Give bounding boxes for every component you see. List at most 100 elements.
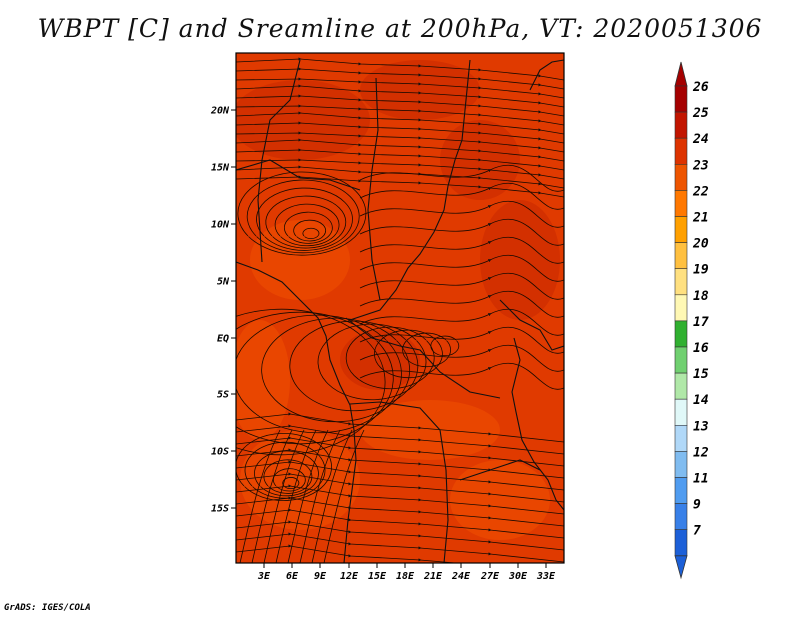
grads-credit: GrADS: IGES/COLA xyxy=(4,603,91,613)
lon-tick-label: 6E xyxy=(286,571,299,582)
colorbar-swatch xyxy=(674,503,688,531)
colorbar-label: 24 xyxy=(692,132,709,147)
streamline xyxy=(284,211,333,244)
streamline xyxy=(265,195,347,249)
country-border xyxy=(529,59,564,91)
lon-tick-label: 18E xyxy=(396,571,415,582)
streamline xyxy=(274,203,340,247)
lon-tick-label: 3E xyxy=(257,571,271,582)
colorbar-label: 18 xyxy=(693,289,709,304)
colorbar-label: 19 xyxy=(693,263,709,278)
colorbar-swatch xyxy=(674,242,688,270)
colorbar-top-arrow xyxy=(674,61,688,87)
streamline xyxy=(299,429,341,563)
lat-tick-label: 10S xyxy=(211,447,229,458)
lon-tick-label: 30E xyxy=(508,571,528,582)
lon-tick-label: 9E xyxy=(314,571,327,582)
longitude-axis: 3E 6E 9E 12E 15E 18E 21E 24E 27E 30E 33E xyxy=(257,563,556,582)
country-border xyxy=(349,401,449,563)
colorbar-swatch xyxy=(674,320,688,348)
streamline xyxy=(256,187,353,251)
colorbar-swatch xyxy=(674,529,688,557)
country-border xyxy=(349,59,471,321)
colorbar-label: 16 xyxy=(693,341,709,356)
lon-tick-label: 15E xyxy=(368,571,387,582)
colorbar-swatch xyxy=(674,372,688,400)
colorbar-label: 25 xyxy=(692,106,709,121)
wbpt-patch xyxy=(236,320,290,440)
colorbar-swatch xyxy=(674,111,688,139)
lon-tick-label: 27E xyxy=(480,571,500,582)
map-frame xyxy=(235,52,565,564)
colorbar-label: 7 xyxy=(693,524,701,539)
colorbar-swatch xyxy=(674,216,688,243)
streamline xyxy=(402,332,451,368)
streamline xyxy=(359,254,564,282)
streamline xyxy=(359,362,564,390)
streamline xyxy=(261,317,411,423)
streamline xyxy=(237,171,367,256)
country-border xyxy=(511,337,564,511)
colorbar-label: 9 xyxy=(693,498,701,513)
lat-tick-label: 5N xyxy=(217,277,230,288)
streamlines xyxy=(236,57,564,563)
colorbar-label: 14 xyxy=(693,393,709,408)
streamline xyxy=(289,320,419,412)
country-border xyxy=(459,459,541,481)
lon-tick-label: 24E xyxy=(451,571,471,582)
streamline xyxy=(359,218,564,246)
streamline xyxy=(359,290,564,318)
lon-tick-label: 12E xyxy=(340,571,359,582)
colorbar-label: 15 xyxy=(693,367,709,382)
streamline xyxy=(359,200,564,228)
colorbar-swatch xyxy=(674,164,688,191)
lat-tick-label: 20N xyxy=(210,106,230,117)
streamline xyxy=(311,429,353,563)
colorbar-label: 17 xyxy=(693,315,709,330)
streamline xyxy=(359,236,564,264)
colorbar-label: 12 xyxy=(693,445,709,460)
colorbar-label: 23 xyxy=(692,158,709,173)
lat-tick-label: EQ xyxy=(217,334,229,345)
chart-title: WBPT [C] and Sreamline at 200hPa, VT: 20… xyxy=(37,14,763,43)
wbpt-patch xyxy=(240,430,360,530)
wbpt-patch xyxy=(360,400,500,460)
streamline xyxy=(323,429,365,563)
colorbar-swatch xyxy=(674,190,688,217)
colorbar-bottom-arrow xyxy=(674,555,688,580)
lon-tick-label: 21E xyxy=(423,571,443,582)
streamline xyxy=(293,219,327,242)
country-border xyxy=(236,159,361,191)
streamline xyxy=(302,227,320,240)
country-border xyxy=(345,317,501,399)
streamline xyxy=(359,308,564,336)
lat-tick-label: 5S xyxy=(217,390,229,401)
streamline xyxy=(275,429,317,563)
streamline xyxy=(287,429,329,563)
streamline xyxy=(246,179,360,254)
wbpt-patch xyxy=(250,220,350,300)
country-border xyxy=(257,59,301,263)
streamline xyxy=(236,308,386,456)
country-border xyxy=(367,77,381,301)
streamline xyxy=(236,544,492,563)
colorbar-label: 21 xyxy=(692,211,709,226)
streamline xyxy=(359,272,564,300)
streamline xyxy=(236,175,564,198)
colorbar-swatch xyxy=(674,137,688,165)
colorbar-label: 22 xyxy=(692,184,709,199)
streamline xyxy=(239,429,281,563)
streamline xyxy=(359,344,564,372)
colorbar-label: 26 xyxy=(692,80,709,95)
wbpt-patch xyxy=(236,80,370,160)
colorbar-swatch xyxy=(674,477,688,504)
country-border xyxy=(236,261,357,563)
streamline xyxy=(345,326,435,390)
colorbar-swatch xyxy=(674,451,688,478)
colorbar-label: 11 xyxy=(693,472,709,487)
colorbar-label: 13 xyxy=(693,419,709,434)
lat-tick-label: 15N xyxy=(211,163,230,174)
streamline xyxy=(251,429,293,563)
colorbar-swatch xyxy=(674,85,688,113)
